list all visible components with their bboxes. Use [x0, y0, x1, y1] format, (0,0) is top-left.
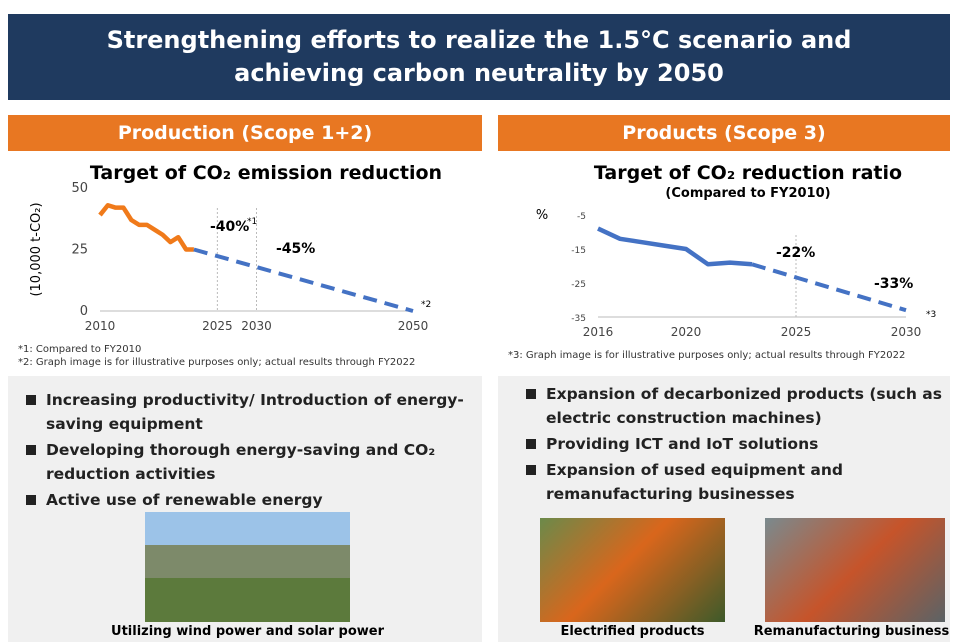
left-chart: Target of CO₂ emission reduction (10,000 …	[29, 162, 442, 333]
x-tick-label: 2020	[671, 325, 702, 339]
y-tick-label: 50	[71, 181, 88, 196]
y-axis-label: %	[536, 208, 548, 223]
bullet: Developing thorough energy-saving and CO…	[22, 438, 477, 486]
y-tick-label: -35	[571, 314, 586, 324]
note: *2: Graph image is for illustrative purp…	[18, 357, 416, 368]
series-line	[98, 202, 194, 252]
x-tick-label: 2025	[202, 319, 233, 333]
annotation: *3	[926, 310, 936, 320]
chart-title: Target of CO₂ reduction ratio	[594, 162, 902, 184]
caption: Remanufacturing business	[753, 624, 950, 639]
x-tick-label: 2016	[583, 325, 614, 339]
section-header: Production (Scope 1+2)	[8, 115, 482, 151]
annotation: -45%	[276, 241, 315, 257]
annotation-note: *1	[247, 217, 257, 227]
bullet: Expansion of used equipment and remanufa…	[522, 458, 947, 506]
annotation: -40%	[210, 219, 249, 235]
note: *3: Graph image is for illustrative purp…	[508, 350, 906, 361]
annotation: -33%	[874, 276, 913, 292]
right-chart: Target of CO₂ reduction ratio (Compared t…	[536, 162, 936, 339]
series-line	[751, 262, 907, 313]
y-tick-label: 25	[71, 243, 88, 258]
series-line	[193, 247, 414, 313]
annotation: *2	[421, 300, 431, 310]
bullet-list: Expansion of decarbonized products (such…	[522, 382, 947, 508]
bullet: Providing ICT and IoT solutions	[522, 432, 947, 456]
title: Strengthening efforts to realize the 1.5…	[106, 26, 852, 87]
x-tick-label: 2050	[398, 319, 429, 333]
x-tick-label: 2030	[241, 319, 272, 333]
x-tick-label: 2010	[85, 319, 116, 333]
title-banner: Strengthening efforts to realize the 1.5…	[8, 14, 950, 100]
chart-title: Target of CO₂ emission reduction	[90, 162, 442, 184]
photo	[765, 518, 945, 622]
x-tick-label: 2025	[781, 325, 812, 339]
note: *1: Compared to FY2010	[18, 344, 142, 355]
y-axis-label: (10,000 t-CO₂)	[29, 202, 44, 296]
series-line	[597, 226, 753, 267]
y-tick-label: -15	[571, 246, 586, 256]
y-tick-label: -5	[577, 212, 586, 222]
x-tick-label: 2030	[891, 325, 922, 339]
y-tick-label: -25	[571, 280, 586, 290]
photo	[540, 518, 725, 622]
y-tick-label: 0	[80, 304, 88, 319]
section-header: Products (Scope 3)	[498, 115, 950, 151]
caption: Electrified products	[560, 624, 705, 639]
bullet: Active use of renewable energy	[22, 488, 477, 512]
photo	[145, 512, 350, 622]
caption: Utilizing wind power and solar power	[111, 624, 384, 639]
bullet: Increasing productivity/ Introduction of…	[22, 388, 477, 436]
chart-subtitle: (Compared to FY2010)	[665, 186, 830, 201]
bullet-list: Increasing productivity/ Introduction of…	[22, 388, 477, 514]
annotation: -22%	[776, 245, 815, 261]
bullet: Expansion of decarbonized products (such…	[522, 382, 947, 430]
